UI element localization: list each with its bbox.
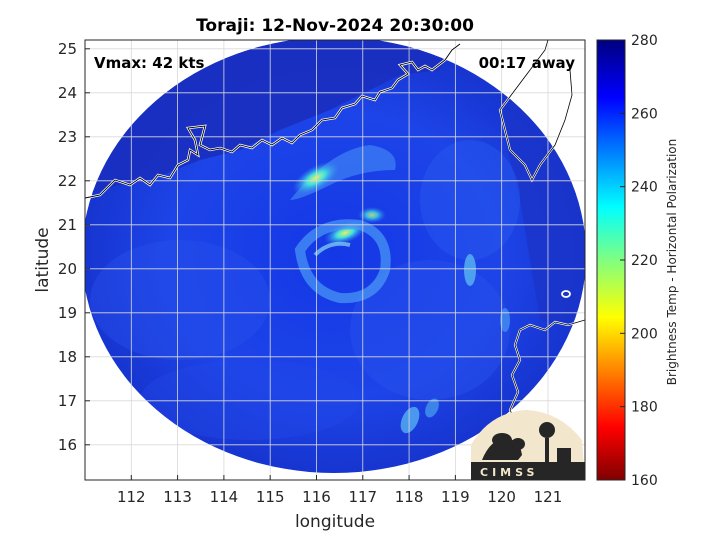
x-tick-label: 116	[302, 488, 331, 506]
colorbar-tick-label: 180	[631, 400, 658, 416]
x-axis-label: longitude	[295, 512, 375, 532]
colorbar-label: Brightness Temp - Horizontal Polarizatio…	[665, 139, 679, 386]
colorbar-tick-label: 240	[631, 180, 658, 196]
colorbar-tick-label: 160	[631, 473, 658, 489]
plot-area: 112 113 114 115 116 117 118 119 120 121 16 17 18 19 2…	[58, 39, 586, 506]
colorbar-tick-label: 200	[631, 326, 658, 342]
colorbar-tick-label: 280	[631, 33, 658, 49]
x-tick-label: 120	[487, 488, 516, 506]
y-tick-label: 17	[58, 392, 77, 410]
cimss-logo: CIMSS	[471, 410, 585, 480]
y-tick-label: 25	[58, 40, 77, 58]
logo-text: CIMSS	[480, 466, 538, 479]
x-tick-label: 119	[441, 488, 470, 506]
axes-box	[84, 39, 586, 481]
coastlines	[85, 40, 585, 421]
x-tick-label: 113	[163, 488, 192, 506]
x-tick-label: 121	[534, 488, 563, 506]
y-tick-label: 23	[58, 128, 77, 146]
x-tick-label: 117	[348, 488, 377, 506]
colorbar: 160 180 200 220 240 260 280 Brightness Temp - …	[596, 33, 679, 489]
away-text: 00:17 away	[479, 54, 576, 72]
y-tick-label: 18	[58, 348, 77, 366]
y-tick-label: 21	[58, 216, 77, 234]
y-ticks: 16 17 18 19 20 21 22 23 24 25	[58, 40, 90, 454]
y-axis-label: latitude	[33, 227, 53, 292]
colorbar-tick-label: 220	[631, 253, 658, 269]
x-tick-label: 115	[256, 488, 285, 506]
y-tick-label: 24	[58, 84, 77, 102]
x-tick-label: 118	[395, 488, 424, 506]
y-tick-label: 16	[58, 436, 77, 454]
x-tick-label: 112	[117, 488, 146, 506]
colorbar-ticks: 160 180 200 220 240 260 280	[620, 33, 658, 489]
y-tick-label: 22	[58, 172, 77, 190]
chart-title: Toraji: 12-Nov-2024 20:30:00	[196, 16, 474, 36]
x-tick-label: 114	[210, 488, 239, 506]
y-tick-label: 19	[58, 304, 77, 322]
x-ticks: 112 113 114 115 116 117 118 119 120 121	[117, 475, 562, 506]
vmax-text: Vmax: 42 kts	[94, 54, 204, 72]
y-tick-label: 20	[58, 260, 77, 278]
colorbar-tick-label: 260	[631, 106, 658, 122]
